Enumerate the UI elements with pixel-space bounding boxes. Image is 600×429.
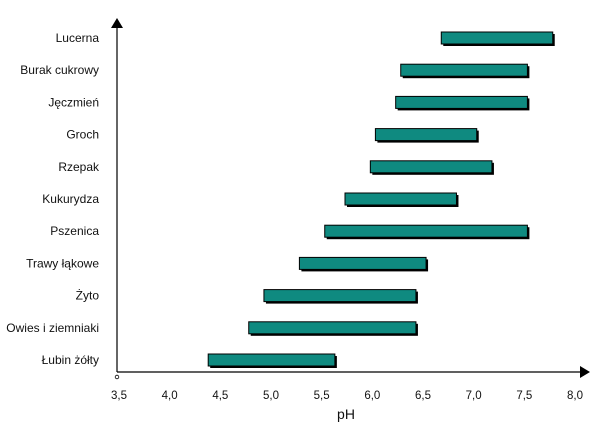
x-tick-label: 6,5 [415, 390, 431, 402]
bar [207, 353, 337, 368]
bar-range [248, 321, 417, 335]
bar-range [369, 160, 493, 174]
axes [111, 18, 590, 380]
category-label: Groch [66, 128, 99, 142]
bar [440, 31, 555, 46]
x-tick-label: 4,0 [162, 390, 178, 402]
category-label: Burak cukrowy [20, 63, 99, 77]
category-label: Rzepak [58, 160, 100, 174]
bar [374, 128, 479, 143]
category-label: Łubin żółty [42, 353, 99, 367]
x-axis-title: pH [337, 406, 355, 422]
bar [248, 321, 418, 336]
bar-range [344, 192, 457, 206]
x-tick-label: 7,5 [516, 390, 532, 402]
bar-range [395, 95, 528, 109]
origin-marker [114, 374, 120, 380]
category-label: Owies i ziemniaki [6, 321, 99, 335]
x-tick-label: 5,5 [314, 390, 330, 402]
bar-range [207, 353, 336, 367]
bars [207, 31, 555, 368]
bar [324, 224, 530, 240]
x-tick-label: 5,0 [263, 390, 279, 402]
x-tick-label: 7,0 [466, 390, 482, 402]
bar [298, 256, 429, 272]
bar-range [324, 224, 528, 238]
x-tick-label: 8,0 [567, 390, 583, 402]
y-axis-arrow [111, 18, 123, 28]
x-tick-label: 4,5 [212, 390, 228, 402]
x-tick-label: 6,0 [364, 390, 380, 402]
bar [400, 63, 530, 79]
category-labels: Lucerna Burak cukrowy Jęczmień Groch Rzepak K… [6, 31, 100, 367]
bar [369, 160, 494, 175]
bar-range [298, 256, 427, 270]
bar [263, 289, 418, 304]
category-label: Jęczmień [48, 95, 99, 109]
category-label: Trawy łąkowe [26, 256, 99, 270]
bar-range [263, 289, 417, 303]
bar-range [400, 63, 528, 77]
bar-range [374, 128, 478, 142]
bar [344, 192, 459, 207]
x-axis-arrow [580, 366, 590, 378]
x-tick-label: 3,5 [111, 390, 127, 402]
bar-range [440, 31, 554, 45]
category-label: Żyto [76, 289, 100, 303]
x-tick-labels: 3,5 4,0 4,5 5,0 5,5 6,0 6,5 7,0 7,5 8,0 [111, 390, 583, 402]
bar [395, 95, 530, 111]
category-label: Lucerna [56, 31, 100, 45]
category-label: Pszenica [50, 224, 99, 238]
category-label: Kukurydza [42, 192, 99, 206]
